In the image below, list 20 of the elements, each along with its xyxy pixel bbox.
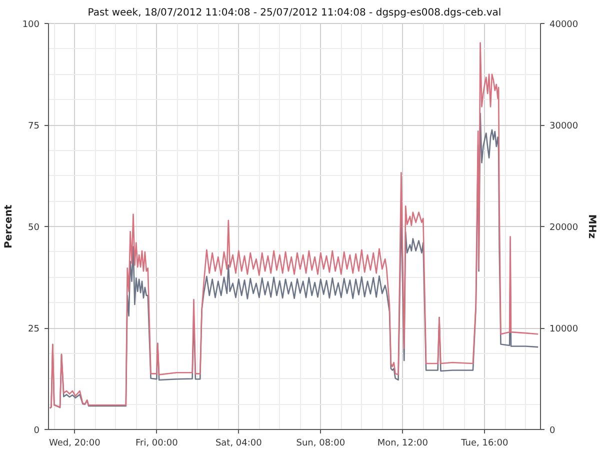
x-tick-label: Mon, 12:00	[377, 438, 428, 448]
line-series	[49, 42, 539, 409]
x-tick-label: Tue, 16:00	[460, 438, 508, 448]
y-tick-label: 75	[28, 122, 40, 132]
chart-title: Past week, 18/07/2012 11:04:08 - 25/07/2012 11:04:08 - dgspg-es008.dgs-ceb.val	[88, 8, 502, 18]
y-tick-label: 0	[34, 426, 40, 436]
x-tick-label: Fri, 00:00	[135, 438, 178, 448]
x-tick-label: Wed, 20:00	[49, 438, 101, 448]
y-axis-title: Percent	[3, 204, 14, 248]
y2-tick-label: 30000	[550, 122, 578, 132]
y2-tick-label: 40000	[550, 20, 578, 30]
x-tick-label: Sat, 04:00	[215, 438, 262, 448]
y-tick-label: 50	[28, 223, 40, 233]
y2-axis-title: MHz	[586, 214, 598, 239]
y-tick-label: 25	[28, 324, 40, 334]
y2-tick-label: 0	[550, 426, 556, 436]
y2-tick-label: 20000	[550, 223, 578, 233]
y-tick-label: 100	[22, 20, 40, 30]
y2-tick-label: 10000	[550, 324, 578, 334]
x-tick-label: Sun, 08:00	[296, 438, 346, 448]
